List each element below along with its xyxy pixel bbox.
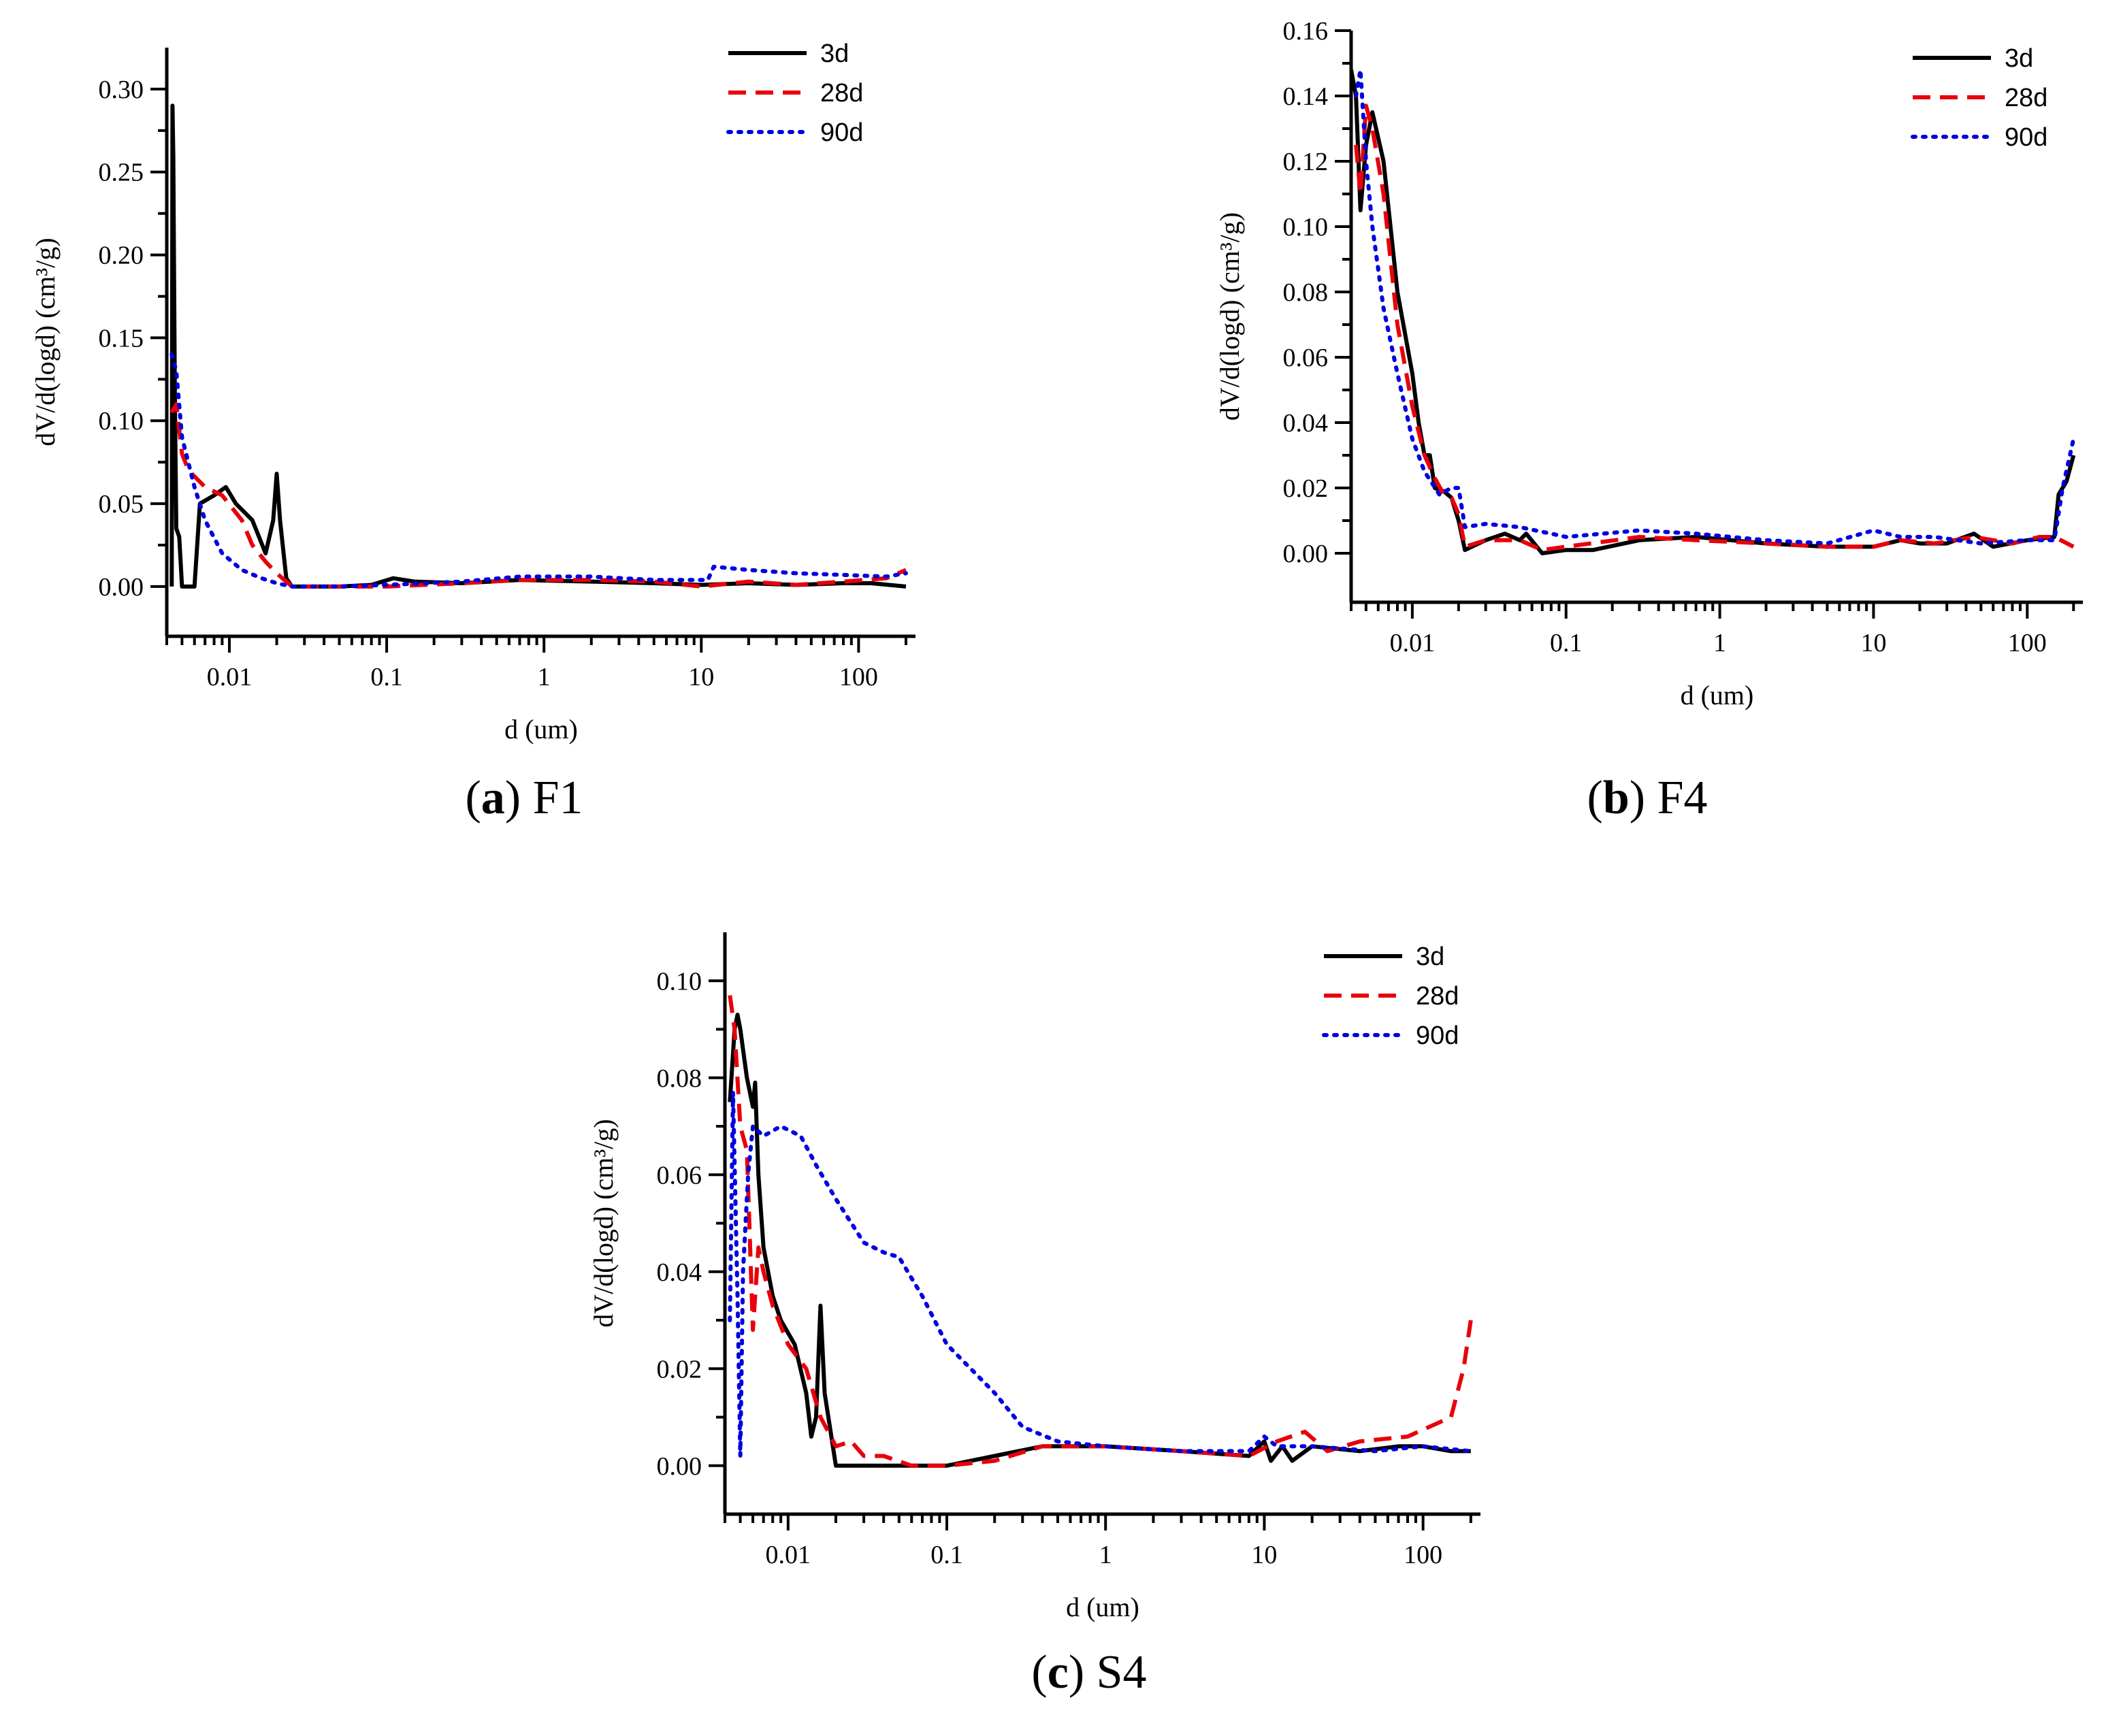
y-tick-label: 0.08	[1283, 278, 1329, 307]
y-tick-label: 0.30	[99, 76, 144, 104]
caption-close: )	[1630, 772, 1645, 824]
legend-label: 28d	[1416, 982, 1459, 1011]
x-axis-title: d (um)	[1681, 680, 1754, 710]
y-tick-label: 0.14	[1283, 82, 1329, 111]
x-tick-label: 100	[1404, 1541, 1442, 1569]
y-tick-label: 0.00	[657, 1452, 702, 1481]
caption-open: (	[1031, 1646, 1047, 1699]
panel-caption: (a) F1	[465, 772, 583, 824]
y-tick-label: 0.06	[1283, 344, 1329, 372]
series-line-90d	[169, 352, 908, 589]
legend: 3d 28d 90d	[1322, 943, 1459, 1050]
x-tick-label: 1	[1713, 629, 1726, 657]
legend: 3d 28d 90d	[726, 39, 863, 147]
x-tick-label: 0.01	[1390, 629, 1436, 657]
x-axis-title: d (um)	[1066, 1592, 1139, 1622]
series-line-28d	[728, 995, 1473, 1468]
x-tick-label: 0.1	[930, 1541, 963, 1569]
x-tick-label: 100	[839, 663, 878, 691]
y-tick-label: 0.10	[99, 407, 144, 436]
series-line-28d	[169, 402, 907, 589]
y-tick-label: 0.04	[657, 1258, 702, 1287]
series-line-90d	[728, 1090, 1473, 1458]
legend-label: 28d	[820, 79, 863, 108]
caption-close: )	[1069, 1646, 1084, 1699]
y-tick-label: 0.04	[1283, 409, 1329, 438]
panel-caption: (b) F4	[1587, 772, 1708, 824]
caption-open: (	[1587, 772, 1603, 824]
y-tick-label: 0.02	[657, 1355, 702, 1383]
y-tick-label: 0.02	[1283, 474, 1329, 503]
x-tick-label: 0.01	[766, 1541, 811, 1569]
y-tick-label: 0.16	[1283, 17, 1329, 46]
caption-letter: c	[1048, 1646, 1069, 1699]
y-tick-label: 0.06	[657, 1161, 702, 1190]
y-tick-label: 0.20	[99, 242, 144, 270]
series-line-90d	[1354, 67, 2076, 546]
x-tick-label: 100	[2008, 629, 2047, 657]
y-tick-label: 0.08	[657, 1064, 702, 1093]
legend-label: 3d	[820, 39, 849, 68]
legend-label: 90d	[2005, 123, 2047, 152]
caption-close: )	[505, 772, 521, 824]
chart-panel-b: 0.01 0.1 1 10 100 0.00 0.02 0.04 0.06 0.08 0.10 0.1…	[1214, 17, 2083, 824]
x-tick-label: 10	[1860, 629, 1886, 657]
caption-letter: b	[1603, 772, 1630, 824]
legend: 3d 28d 90d	[1911, 44, 2047, 152]
caption-space	[1084, 1646, 1097, 1699]
caption-name: S4	[1097, 1646, 1147, 1699]
y-tick-label: 0.15	[99, 324, 144, 353]
y-axis-title: dV/d(logd) (cm³/g)	[1214, 212, 1245, 421]
caption-space	[521, 772, 533, 824]
chart-panel-a: 0.01 0.1 1 10 100 0.00 0.05 0.10 0.15 0.20 0.25 0.3…	[30, 39, 916, 824]
legend-label: 90d	[820, 118, 863, 147]
caption-letter: a	[481, 772, 505, 824]
caption-space	[1645, 772, 1657, 824]
x-tick-label: 0.01	[207, 663, 253, 691]
series-line-3d	[169, 103, 907, 589]
x-tick-label: 1	[1099, 1541, 1112, 1569]
y-tick-label: 0.12	[1283, 148, 1329, 176]
panel-caption: (c) S4	[1031, 1646, 1146, 1699]
y-tick-label: 0.00	[99, 573, 144, 602]
chart-panel-c: 0.01 0.1 1 10 100 0.00 0.02 0.04 0.06 0.08 0.10 d (…	[588, 932, 1480, 1699]
x-tick-label: 10	[688, 663, 714, 691]
y-axis-title: dV/d(logd) (cm³/g)	[588, 1119, 619, 1327]
legend-label: 3d	[2005, 44, 2033, 73]
series-line-3d	[1352, 69, 2076, 555]
caption-name: F4	[1657, 772, 1708, 824]
legend-label: 90d	[1416, 1021, 1459, 1050]
x-axis-title: d (um)	[504, 714, 578, 744]
series-line-28d	[1354, 103, 2075, 553]
y-tick-label: 0.25	[99, 159, 144, 187]
y-tick-label: 0.10	[657, 967, 702, 996]
caption-name: F1	[533, 772, 583, 824]
x-tick-label: 1	[538, 663, 551, 691]
legend-label: 3d	[1416, 943, 1444, 971]
x-tick-label: 0.1	[370, 663, 403, 691]
legend-label: 28d	[2005, 84, 2047, 112]
y-axis-title: dV/d(logd) (cm³/g)	[30, 238, 61, 446]
y-tick-label: 0.10	[1283, 213, 1329, 242]
caption-open: (	[465, 772, 481, 824]
series-line-3d	[728, 1013, 1471, 1468]
y-tick-label: 0.00	[1283, 540, 1329, 568]
x-tick-label: 0.1	[1550, 629, 1583, 657]
y-tick-label: 0.05	[99, 490, 144, 519]
x-tick-label: 10	[1251, 1541, 1277, 1569]
